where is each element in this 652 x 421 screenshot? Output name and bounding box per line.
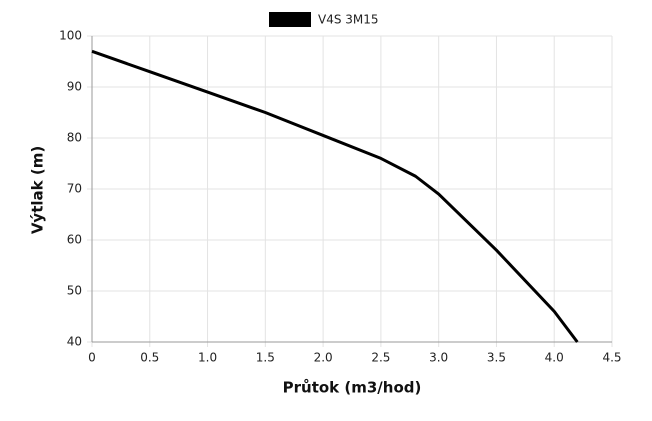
legend-swatch (269, 12, 311, 27)
y-tick-label: 50 (67, 284, 82, 298)
x-axis-title: Průtok (m3/hod) (283, 379, 422, 397)
x-tick-label: 4.5 (602, 351, 621, 365)
x-tick-label: 2.0 (314, 351, 333, 365)
x-tick-label: 3.5 (487, 351, 506, 365)
x-tick-label: 3.0 (429, 351, 448, 365)
y-tick-label: 60 (67, 233, 82, 247)
legend-label: V4S 3M15 (318, 13, 379, 27)
y-tick-label: 70 (67, 182, 82, 196)
y-tick-label: 80 (67, 131, 82, 145)
y-tick-label: 40 (67, 335, 82, 349)
x-tick-label: 1.0 (198, 351, 217, 365)
y-tick-label: 100 (59, 29, 82, 43)
x-tick-label: 1.5 (256, 351, 275, 365)
y-axis-title: Výtlak (m) (29, 146, 47, 234)
y-tick-label: 90 (67, 80, 82, 94)
x-tick-label: 0.5 (140, 351, 159, 365)
x-tick-label: 0 (88, 351, 96, 365)
x-tick-label: 2.5 (371, 351, 390, 365)
x-tick-label: 4.0 (545, 351, 564, 365)
series-line (91, 49, 579, 343)
